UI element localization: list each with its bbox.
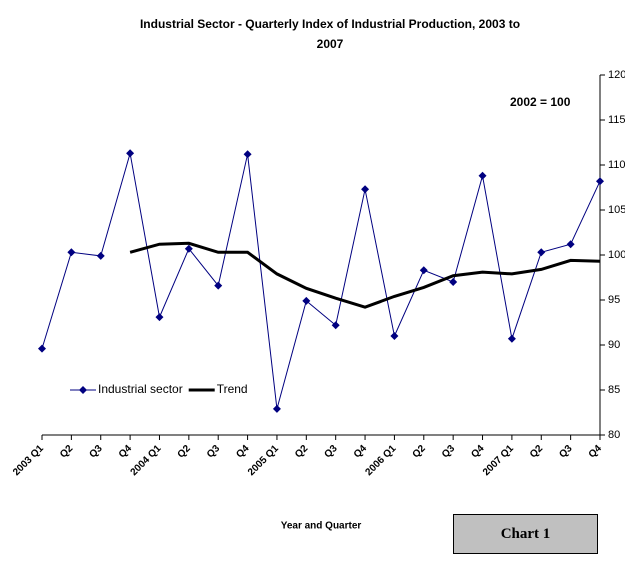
marker (566, 240, 575, 249)
marker (537, 248, 546, 257)
marker (96, 251, 105, 260)
marker (243, 150, 252, 159)
x-tick-label: 2003 Q1 (11, 443, 46, 478)
x-tick-label: Q4 (117, 443, 135, 461)
y-tick-label: 90 (608, 339, 620, 351)
marker (331, 321, 340, 330)
x-tick-label: Q4 (352, 443, 370, 461)
marker (390, 332, 399, 340)
x-tick-label: Q2 (293, 443, 311, 461)
legend-label: Trend (217, 382, 248, 396)
y-tick-label: 110 (608, 159, 625, 171)
x-tick-label: 2004 Q1 (129, 443, 164, 478)
x-tick-label: 2006 Q1 (363, 443, 398, 478)
marker (155, 313, 164, 322)
y-tick-label: 80 (608, 429, 620, 441)
x-tick-label: Q2 (58, 443, 76, 461)
chart-title: Industrial Sector - Quarterly Index of I… (139, 17, 521, 51)
marker (507, 334, 516, 343)
x-tick-label: Q2 (176, 443, 194, 461)
marker (302, 296, 311, 305)
marker (184, 244, 193, 253)
x-tick-label: Q3 (205, 443, 223, 461)
y-tick-label: 100 (608, 249, 625, 261)
series-line (129, 241, 601, 309)
y-tick-label: 95 (608, 294, 620, 306)
marker (361, 185, 370, 194)
x-tick-label: Q4 (469, 443, 487, 461)
x-tick-label: Q4 (587, 443, 605, 461)
marker (419, 266, 428, 275)
chart-box: Chart 1 (453, 514, 598, 554)
marker (596, 177, 604, 186)
marker (449, 278, 458, 286)
series-line (41, 153, 601, 410)
marker (214, 281, 223, 290)
y-tick-label: 120 (608, 69, 625, 81)
marker (38, 344, 46, 353)
x-tick-label: Q4 (234, 443, 252, 461)
marker (478, 171, 487, 180)
x-tick-label: Q2 (528, 443, 546, 461)
x-tick-label: Q3 (440, 443, 458, 461)
legend-marker (79, 386, 87, 394)
annotation: 2002 = 100 (510, 95, 571, 109)
x-axis-label: Year and Quarter (281, 521, 362, 532)
marker (67, 248, 76, 257)
legend-label: Industrial sector (98, 382, 183, 396)
marker (126, 149, 135, 158)
y-tick-label: 115 (608, 114, 625, 126)
x-tick-label: Q3 (322, 443, 340, 461)
x-tick-label: 2007 Q1 (481, 443, 516, 478)
x-tick-label: Q3 (88, 443, 106, 461)
y-tick-label: 85 (608, 384, 620, 396)
y-tick-label: 105 (608, 204, 625, 216)
x-tick-label: Q3 (557, 443, 575, 461)
x-tick-label: Q2 (411, 443, 429, 461)
marker (272, 404, 281, 413)
x-tick-label: 2005 Q1 (246, 443, 281, 478)
